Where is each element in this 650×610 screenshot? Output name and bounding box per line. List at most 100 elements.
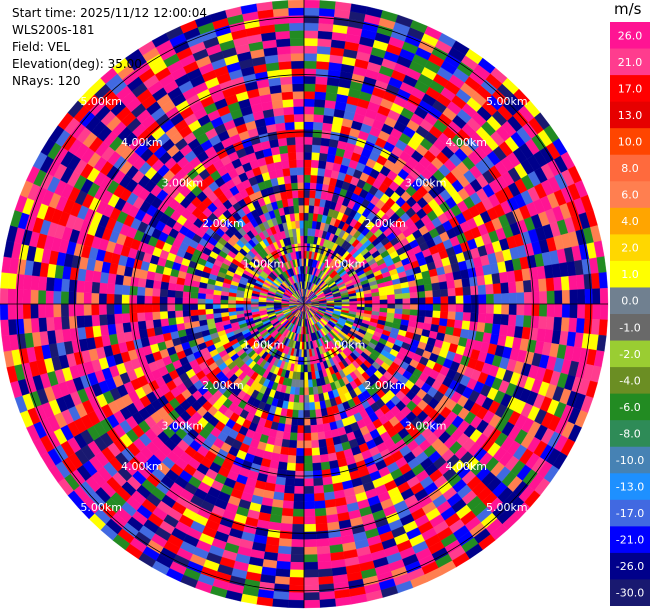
range-gate — [318, 591, 336, 601]
range-gate — [300, 235, 305, 244]
range-gate — [583, 273, 593, 290]
range-gate — [539, 303, 548, 317]
range-gate — [461, 277, 471, 288]
range-gate — [295, 227, 301, 237]
range-gate — [316, 53, 331, 63]
range-gate — [431, 282, 441, 291]
range-gate — [161, 325, 171, 335]
range-gate — [483, 322, 494, 334]
range-gate — [314, 83, 328, 93]
range-gate — [205, 298, 214, 305]
range-gate — [422, 276, 432, 286]
range-gate — [483, 274, 494, 286]
range-gate — [349, 301, 358, 305]
range-ring-label: 4.00km — [121, 460, 163, 473]
range-gate — [303, 554, 318, 563]
range-gate — [364, 303, 373, 308]
range-gate — [324, 99, 337, 110]
range-gate — [205, 313, 215, 320]
range-gate — [303, 539, 317, 548]
range-gate — [174, 310, 184, 318]
colorbar-tick: -17.0 — [616, 507, 644, 520]
range-gate — [45, 303, 54, 318]
range-gate — [121, 312, 131, 324]
range-gate — [317, 568, 333, 578]
range-gate — [136, 312, 146, 322]
range-ring-label: 4.00km — [445, 460, 487, 473]
range-gate — [303, 144, 313, 153]
range-gate — [303, 113, 315, 123]
range-gate — [303, 584, 320, 593]
colorbar-tick: -21.0 — [616, 534, 644, 547]
range-gate — [291, 60, 305, 69]
range-gate — [272, 598, 289, 608]
range-gate — [455, 287, 464, 297]
colorbar-tick: 26.0 — [618, 29, 643, 42]
range-gate — [461, 320, 471, 331]
range-gate — [554, 303, 563, 318]
range-gate — [432, 303, 441, 312]
range-gate — [0, 272, 10, 289]
range-gate — [577, 289, 586, 305]
range-gate — [476, 322, 486, 333]
range-ring-label: 1.00km — [324, 339, 366, 352]
range-gate — [91, 303, 100, 316]
range-gate — [317, 30, 333, 40]
range-gate — [277, 461, 288, 471]
range-gate — [303, 227, 309, 236]
range-gate — [290, 546, 305, 555]
range-ring-label: 3.00km — [162, 420, 204, 433]
range-gate — [174, 303, 183, 311]
colorbar-tick: 21.0 — [618, 56, 643, 69]
range-gate — [289, 577, 305, 586]
range-gate — [278, 538, 292, 548]
range-gate — [91, 281, 101, 294]
range-gate — [114, 322, 125, 334]
range-gate — [303, 53, 318, 62]
range-gate — [275, 568, 291, 578]
colorbar-tick: 17.0 — [618, 82, 643, 95]
range-ring-label: 4.00km — [445, 136, 487, 149]
range-gate — [295, 220, 301, 229]
range-gate — [319, 453, 330, 463]
range-gate — [538, 278, 548, 292]
range-gate — [293, 98, 305, 107]
range-gate — [303, 410, 311, 419]
range-gate — [303, 561, 319, 571]
range-gate — [299, 379, 305, 388]
range-gate — [274, 483, 286, 494]
range-gate — [492, 313, 502, 325]
range-gate — [301, 250, 305, 259]
range-gate — [303, 523, 317, 533]
range-gate — [15, 288, 24, 305]
range-gate — [7, 318, 17, 336]
range-gate — [288, 159, 297, 169]
range-gate — [99, 271, 110, 284]
range-gate — [492, 283, 502, 295]
range-gate — [309, 189, 317, 199]
range-gate — [114, 313, 123, 325]
range-gate — [303, 455, 313, 464]
range-gate — [287, 198, 294, 207]
range-gate — [294, 129, 305, 138]
range-gate — [151, 303, 160, 313]
range-gate — [277, 53, 292, 63]
range-gate — [394, 303, 403, 310]
range-gate — [292, 508, 305, 517]
range-gate — [289, 37, 305, 47]
range-gate — [485, 313, 494, 325]
range-gate — [303, 478, 314, 487]
range-gate — [37, 289, 47, 305]
range-gate — [477, 312, 487, 324]
range-gate — [424, 290, 434, 298]
range-gate — [291, 189, 299, 199]
range-gate — [491, 272, 501, 285]
range-gate — [197, 303, 206, 310]
range-gate — [275, 476, 286, 486]
range-gate — [515, 280, 525, 294]
range-gate — [476, 275, 486, 286]
range-gate — [318, 446, 328, 456]
range-gate — [317, 431, 326, 441]
range-ring-label: 5.00km — [486, 95, 528, 108]
range-gate — [152, 280, 162, 290]
